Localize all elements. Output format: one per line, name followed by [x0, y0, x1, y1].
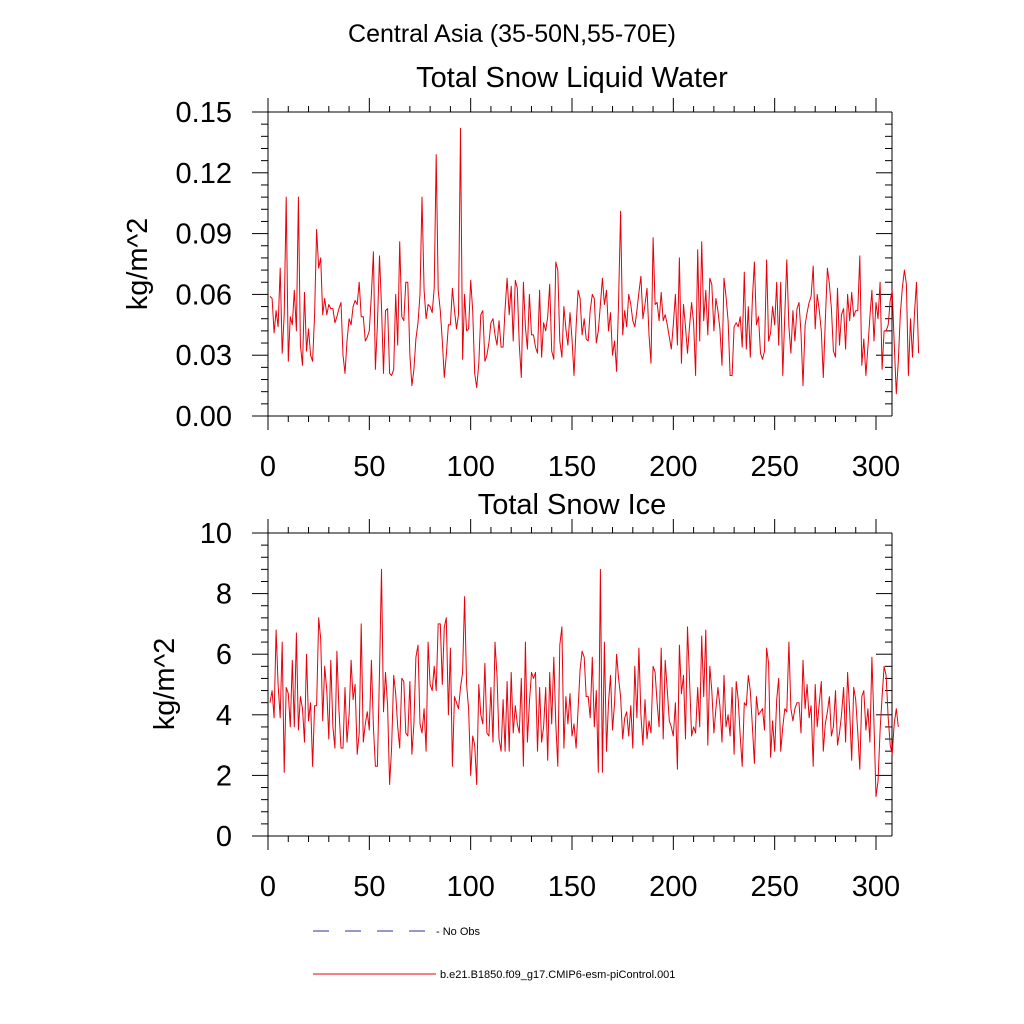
y-tick-label: 0.12 [176, 158, 232, 190]
y-tick-label: 0.15 [176, 97, 232, 129]
y-tick-label: 0.06 [176, 279, 232, 311]
x-tick-label: 50 [353, 451, 385, 483]
panel-title-liquid-water: Total Snow Liquid Water [416, 62, 728, 94]
y-tick-label: 0 [216, 821, 232, 853]
x-tick-label: 200 [649, 451, 697, 483]
x-tick-label: 100 [446, 451, 494, 483]
figure-suptitle: Central Asia (35-50N,55-70E) [348, 20, 676, 48]
x-tick-label: 250 [750, 871, 798, 903]
panel-title-snow-ice: Total Snow Ice [478, 489, 667, 521]
panel-snow-liquid-water: Total Snow Liquid Water kg/m^2 0 50 100 150… [122, 62, 920, 483]
x-tick-label: 150 [548, 871, 596, 903]
y-tick-label: 4 [216, 700, 232, 732]
x-tick-label: 100 [446, 871, 494, 903]
x-tick-label: 150 [548, 451, 596, 483]
x-tick-label: 250 [750, 451, 798, 483]
x-tick-label: 200 [649, 871, 697, 903]
y-tick-label: 8 [216, 579, 232, 611]
y-axis-label-liquid-water: kg/m^2 [122, 218, 154, 311]
y-tick-label: 6 [216, 639, 232, 671]
y-tick-label: 0.03 [176, 340, 232, 372]
x-tick-label: 0 [260, 871, 276, 903]
series-line-1-0 [269, 568, 899, 798]
x-tick-label: 50 [353, 871, 385, 903]
x-tick-label: 0 [260, 451, 276, 483]
legend: - No Obs b.e21.B1850.f09_g17.CMIP6-esm-p… [313, 926, 675, 981]
legend-label-no-obs: - No Obs [436, 926, 481, 938]
y-axis-label-snow-ice: kg/m^2 [149, 638, 181, 731]
legend-label-model: b.e21.B1850.f09_g17.CMIP6-esm-piControl.… [440, 969, 675, 981]
y-tick-label: 2 [216, 760, 232, 792]
panel-snow-ice: Total Snow Ice kg/m^2 0 50 100 150 200 250 300… [149, 489, 900, 903]
series-line-0-0 [269, 127, 920, 395]
y-tick-label: 0.00 [176, 401, 232, 433]
x-tick-label: 300 [852, 451, 900, 483]
y-tick-label: 10 [200, 518, 232, 550]
x-tick-label: 300 [852, 871, 900, 903]
y-tick-label: 0.09 [176, 219, 232, 251]
